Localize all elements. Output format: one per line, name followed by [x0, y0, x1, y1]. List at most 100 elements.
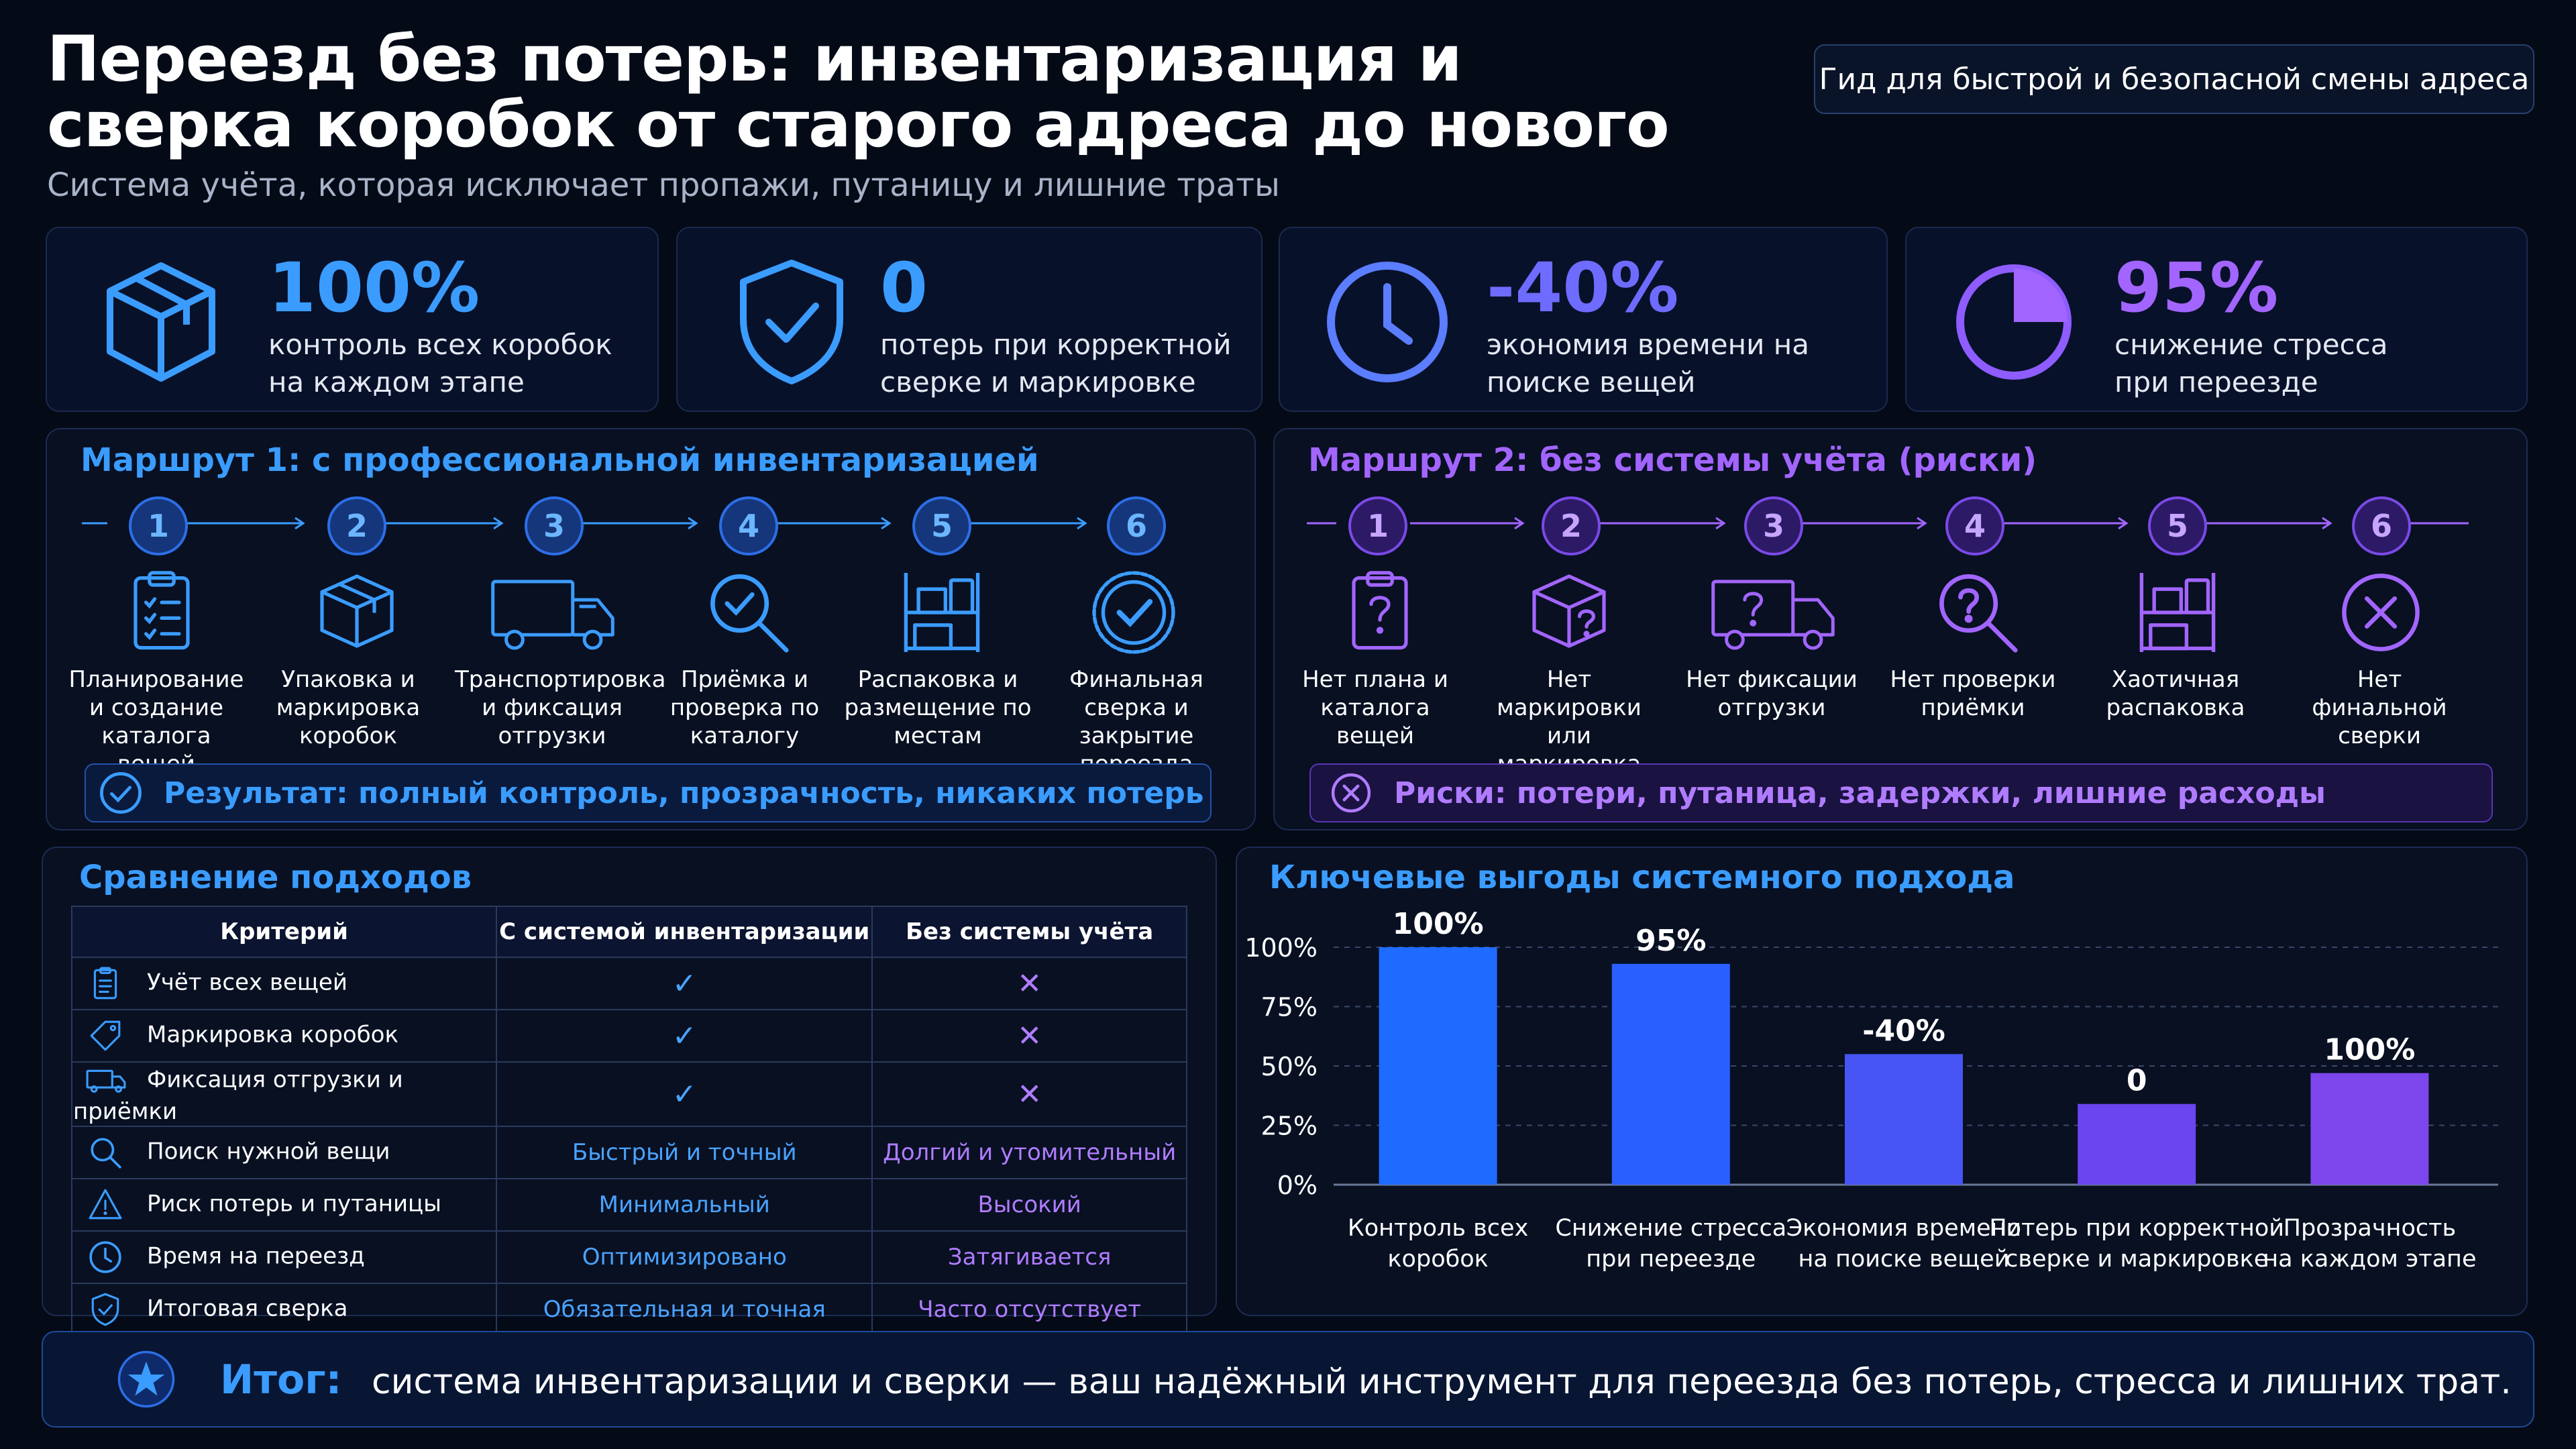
- route2-step-6-label: Нет финальной сверки: [2312, 666, 2447, 749]
- stat-description: контроль всех коробок на каждом этапе: [268, 326, 612, 401]
- comparison-title: Сравнение подходов: [79, 859, 472, 896]
- route2-step-3-label: Нет фиксации отгрузки: [1686, 666, 1858, 721]
- route2-step-1-number: 1: [1348, 496, 1407, 555]
- route1-step-1-number: 1: [129, 496, 188, 555]
- stat-value: 95%: [2114, 248, 2279, 328]
- table-cell-without: Высокий: [871, 1178, 1187, 1232]
- table-cell-without: ✕: [871, 957, 1187, 1010]
- route2-step-1-label: Нет плана и каталога вещей: [1302, 666, 1448, 749]
- x-tick-label: Снижение стресса: [1555, 1215, 1786, 1242]
- table-header-without: Без системы учёта: [871, 906, 1187, 958]
- comparison-panel: Сравнение подходов Критерий С системой и…: [42, 847, 1217, 1336]
- chart-bar: [2078, 1104, 2196, 1185]
- criterion-label: Время на переезд: [147, 1242, 365, 1270]
- table-cell-criterion: Учёт всех вещей: [70, 957, 498, 1010]
- route2-step-2-number: 2: [1542, 496, 1601, 555]
- box-icon: [107, 262, 215, 382]
- route1-step-1-label: Планирование и создание каталога вещей: [68, 666, 244, 777]
- y-tick-label: 75%: [1261, 993, 1318, 1022]
- table-cell-criterion: Поиск нужной вещи: [70, 1126, 498, 1179]
- route1-result-bar: Результат: полный контроль, прозрачность…: [85, 763, 1212, 822]
- route1-panel: Маршрут 1: с профессиональной инвентариз…: [46, 428, 1256, 830]
- table-cell-with: Минимальный: [496, 1178, 873, 1232]
- box-icon: [320, 574, 394, 648]
- criterion-label: Фиксация отгрузки и приёмки: [73, 1066, 403, 1126]
- table-row: Итоговая сверка Обязательная и точная Ча…: [70, 1283, 1187, 1336]
- box-question-icon: [1532, 574, 1606, 648]
- table-cell-criterion: Риск потерь и путаницы: [70, 1178, 498, 1232]
- x-tick-label: Потерь при корректной: [1989, 1215, 2284, 1242]
- table-cell-criterion: Фиксация отгрузки и приёмки: [70, 1061, 498, 1127]
- criterion-label: Риск потерь и путаницы: [147, 1190, 442, 1218]
- route2-step-6-number: 6: [2352, 496, 2411, 555]
- check-circle-icon: [100, 772, 142, 814]
- route2-step-5-label: Хаотичная распаковка: [2106, 666, 2245, 721]
- clock-icon: [89, 1241, 121, 1273]
- stat-desc-line1: снижение стресса: [2114, 328, 2388, 361]
- benefits-bar-chart: 100% 75% 50% 25% 0% 100% Контроль всех коробок 9…: [1244, 907, 2498, 1273]
- stat-card-stress: 95% снижение стресса при переезде: [1905, 227, 2528, 412]
- chart-bar: [1845, 1054, 1963, 1185]
- stat-value: -40%: [1487, 248, 1679, 328]
- shelf-icon: [904, 573, 980, 652]
- star-icon: [117, 1350, 175, 1408]
- route2-flow-arrows: [1307, 517, 2469, 530]
- search-icon: [91, 1138, 121, 1169]
- stat-desc-line2: поиске вещей: [1487, 366, 1696, 398]
- stat-card-time: -40% экономия времени на поиске вещей: [1279, 227, 1888, 412]
- route1-step-3-label: Транспортировка и фиксация отгрузки: [455, 666, 666, 749]
- magnifier-check-icon: [710, 574, 789, 653]
- truck-icon: [491, 580, 614, 650]
- route1-flow-arrows: [82, 517, 1087, 530]
- stat-desc-line1: контроль всех коробок: [268, 328, 612, 361]
- route1-step-6-number: 6: [1107, 496, 1166, 555]
- table-row: Фиксация отгрузки и приёмки ✓ ✕: [70, 1061, 1187, 1127]
- summary-footer: Итог: система инвентаризации и сверки — …: [42, 1331, 2534, 1428]
- table-cell-with: Быстрый и точный: [496, 1126, 873, 1179]
- x-tick-label: на каждом этапе: [2263, 1246, 2476, 1273]
- stat-desc-line2: на каждом этапе: [268, 366, 525, 398]
- y-tick-label: 50%: [1261, 1052, 1318, 1081]
- table-row: Маркировка коробок ✓ ✕: [70, 1009, 1187, 1063]
- stat-description: снижение стресса при переезде: [2114, 326, 2387, 401]
- table-cell-with: ✓: [496, 957, 873, 1010]
- route2-step-5-number: 5: [2148, 496, 2207, 555]
- table-header-criterion: Критерий: [70, 906, 498, 958]
- route1-result-text: Результат: полный контроль, прозрачность…: [164, 775, 1204, 810]
- stat-card-control: 100% контроль всех коробок на каждом эта…: [46, 227, 659, 412]
- criterion-label: Поиск нужной вещи: [147, 1138, 390, 1165]
- stat-desc-line1: экономия времени на: [1487, 328, 1809, 361]
- route2-step-4-label: Нет проверки приёмки: [1890, 666, 2056, 721]
- route2-panel: Маршрут 2: без системы учёта (риски) 1 2…: [1273, 428, 2528, 830]
- route1-step-6-label: Финальная сверка и закрытие переезда: [1069, 666, 1203, 777]
- comparison-table: Критерий С системой инвентаризации Без с…: [70, 906, 1187, 1336]
- warning-icon: [89, 1189, 122, 1220]
- table-cell-without: Часто отсутствует: [871, 1283, 1187, 1336]
- clipboard-question-icon: [1352, 571, 1408, 650]
- x-tick-label: Экономия времени: [1786, 1215, 2022, 1242]
- criterion-label: Итоговая сверка: [147, 1295, 348, 1322]
- stat-desc-line2: сверке и маркировке: [880, 366, 1196, 398]
- page-subtitle: Система учёта, которая исключает пропажи…: [47, 166, 1280, 204]
- x-tick-label: сверке и маркировке: [2005, 1246, 2268, 1273]
- table-row: Время на переезд Оптимизировано Затягива…: [70, 1230, 1187, 1284]
- table-cell-without: Долгий и утомительный: [871, 1126, 1187, 1179]
- bar-value-label: -40%: [1862, 1014, 1945, 1048]
- route2-step-3-number: 3: [1744, 496, 1803, 555]
- stat-value: 100%: [268, 248, 480, 328]
- route2-title: Маршрут 2: без системы учёта (риски): [1308, 441, 2037, 479]
- bar-value-label: 100%: [1393, 907, 1484, 941]
- route1-title: Маршрут 1: с профессиональной инвентариз…: [80, 441, 1039, 479]
- stat-desc-line1: потерь при корректной: [880, 328, 1232, 361]
- bar-value-label: 95%: [1635, 924, 1706, 958]
- table-row: Риск потерь и путаницы Минимальный Высок…: [70, 1178, 1187, 1232]
- stat-card-losses: 0 потерь при корректной сверке и маркиро…: [676, 227, 1263, 412]
- chart-bar: [1611, 963, 1730, 1185]
- stat-desc-line2: при переезде: [2114, 366, 2318, 398]
- route1-step-4-number: 4: [719, 496, 778, 555]
- chart-bar: [2310, 1073, 2429, 1185]
- table-cell-with: Оптимизировано: [496, 1230, 873, 1284]
- page-title: Переезд без потерь: инвентаризация и све…: [47, 27, 1670, 158]
- route2-result-bar: Риски: потери, путаница, задержки, лишни…: [1309, 763, 2493, 822]
- benefits-panel: Ключевые выгоды системного подхода 100% 7…: [1236, 847, 2528, 1316]
